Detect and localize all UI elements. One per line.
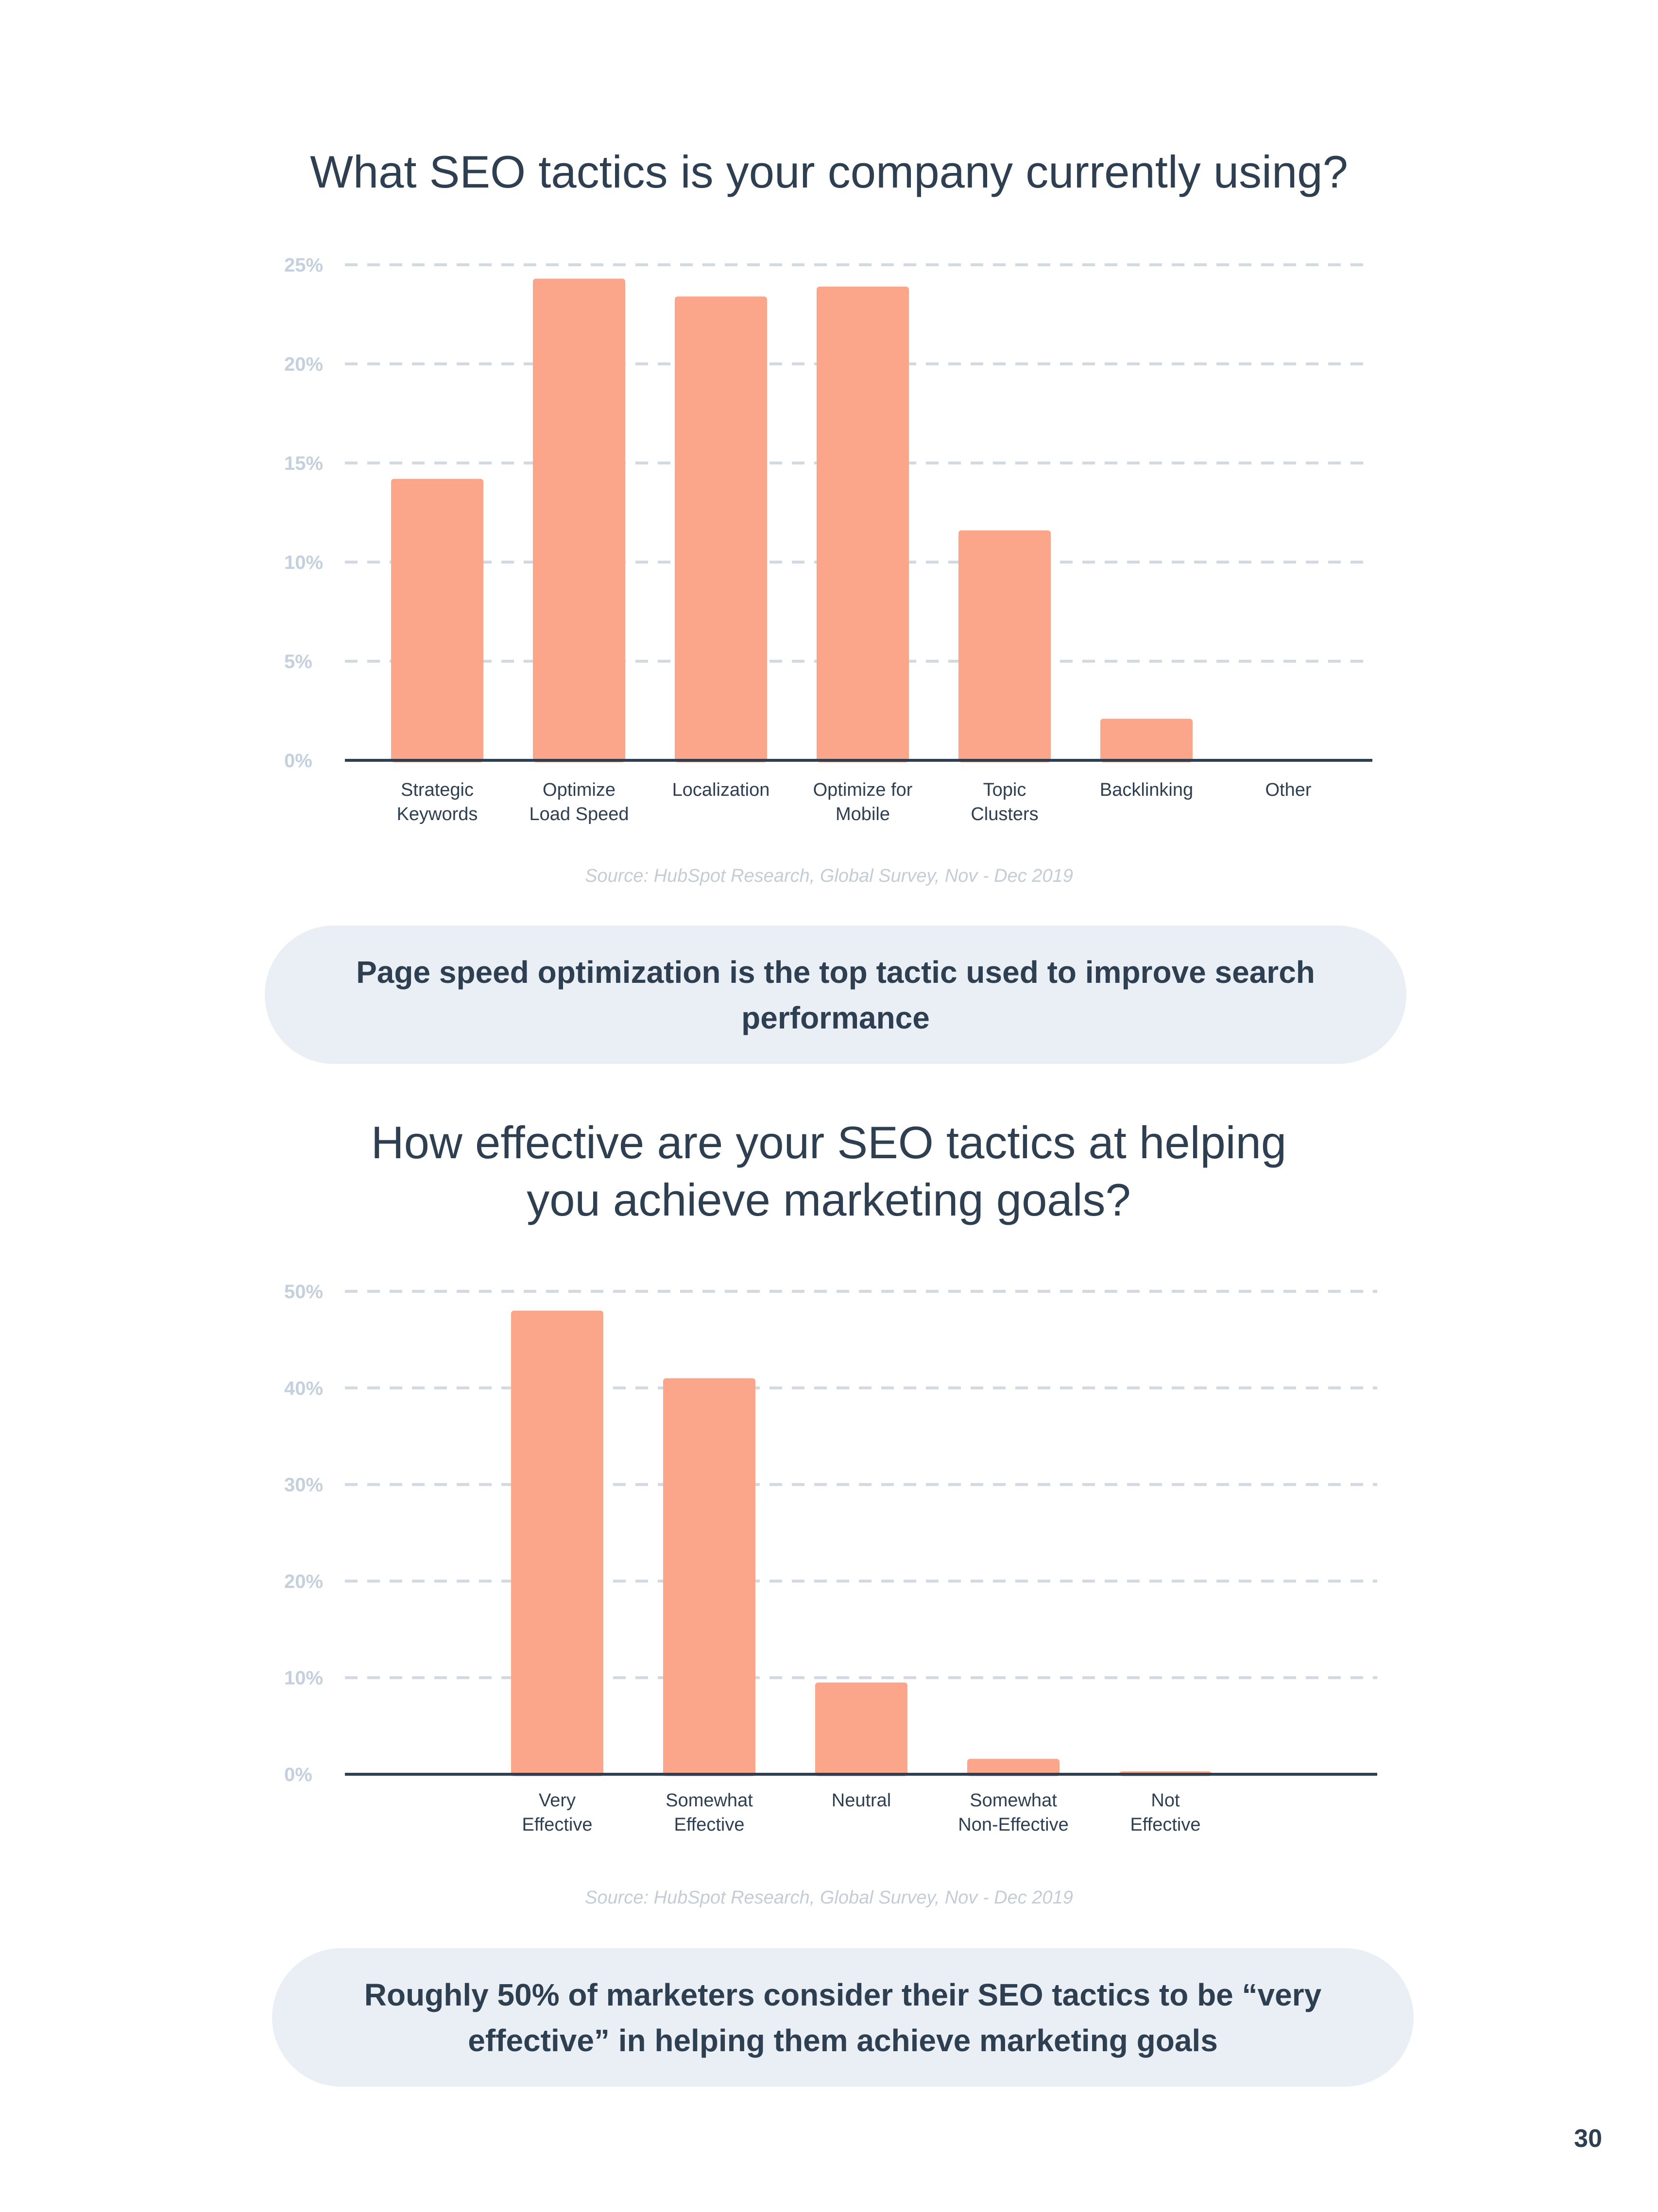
source-note-seo-effectiveness: Source: HubSpot Research, Global Survey,… bbox=[585, 1887, 1073, 1908]
y-tick-label: 5% bbox=[284, 651, 312, 672]
y-tick-label: 50% bbox=[284, 1281, 323, 1303]
y-tick-label: 20% bbox=[284, 1571, 323, 1592]
bar bbox=[815, 1682, 907, 1776]
bar bbox=[663, 1378, 755, 1776]
x-tick-label: Effective bbox=[522, 1815, 592, 1835]
x-tick-label: Strategic bbox=[401, 780, 474, 800]
page-number: 30 bbox=[1574, 2125, 1602, 2153]
bar bbox=[533, 278, 625, 762]
bar bbox=[675, 296, 767, 762]
x-tick-label: Very bbox=[539, 1790, 576, 1811]
x-tick-label: Keywords bbox=[397, 804, 478, 824]
source-note-seo-tactics: Source: HubSpot Research, Global Survey,… bbox=[585, 866, 1073, 886]
bar-chart-seo-effectiveness: 0% 10% 20% 30% 40% 50% Very Effective Somewhat Ef… bbox=[284, 1281, 1377, 1835]
y-tick-label: 40% bbox=[284, 1378, 323, 1399]
y-tick-label: 10% bbox=[284, 552, 323, 573]
callout-very-effective: Roughly 50% of marketers consider their … bbox=[272, 1948, 1414, 2087]
x-tick-label: Topic bbox=[983, 780, 1026, 800]
x-tick-label: Non-Effective bbox=[958, 1815, 1068, 1835]
x-tick-label: Optimize for bbox=[813, 780, 913, 800]
x-tick-label: Clusters bbox=[971, 804, 1038, 824]
y-tick-label: 20% bbox=[284, 354, 323, 375]
x-tick-label: Somewhat bbox=[970, 1790, 1057, 1811]
bar-chart-seo-tactics: 0% 5% 10% 15% 20% 25% Strategic Keywords Optimiz… bbox=[284, 255, 1372, 824]
y-tick-label: 30% bbox=[284, 1475, 323, 1496]
y-tick-label: 0% bbox=[284, 750, 312, 772]
x-tick-label: Other bbox=[1265, 780, 1311, 800]
bar bbox=[391, 479, 483, 762]
x-tick-label: Somewhat bbox=[666, 1790, 753, 1811]
bar bbox=[967, 1759, 1060, 1776]
x-tick-label: Optimize bbox=[543, 780, 615, 800]
y-tick-label: 10% bbox=[284, 1667, 323, 1689]
chart-title-seo-effectiveness: How effective are your SEO tactics at he… bbox=[371, 1117, 1287, 1225]
chart-title-seo-tactics: What SEO tactics is your company current… bbox=[310, 146, 1348, 197]
bar bbox=[958, 530, 1051, 762]
callout-page-speed: Page speed optimization is the top tacti… bbox=[265, 926, 1406, 1064]
x-tick-label: Mobile bbox=[836, 804, 890, 824]
x-tick-label: Backlinking bbox=[1100, 780, 1193, 800]
x-tick-label: Effective bbox=[1130, 1815, 1200, 1835]
x-tick-label: Load Speed bbox=[530, 804, 629, 824]
x-tick-label: Not bbox=[1151, 1790, 1180, 1811]
y-tick-label: 25% bbox=[284, 255, 323, 276]
bar bbox=[817, 286, 909, 762]
y-tick-label: 15% bbox=[284, 453, 323, 474]
x-tick-label: Neutral bbox=[832, 1790, 891, 1811]
x-tick-label: Localization bbox=[672, 780, 770, 800]
bar bbox=[511, 1310, 603, 1776]
x-tick-label: Effective bbox=[674, 1815, 744, 1835]
bar bbox=[1100, 719, 1193, 762]
y-tick-label: 0% bbox=[284, 1764, 312, 1785]
